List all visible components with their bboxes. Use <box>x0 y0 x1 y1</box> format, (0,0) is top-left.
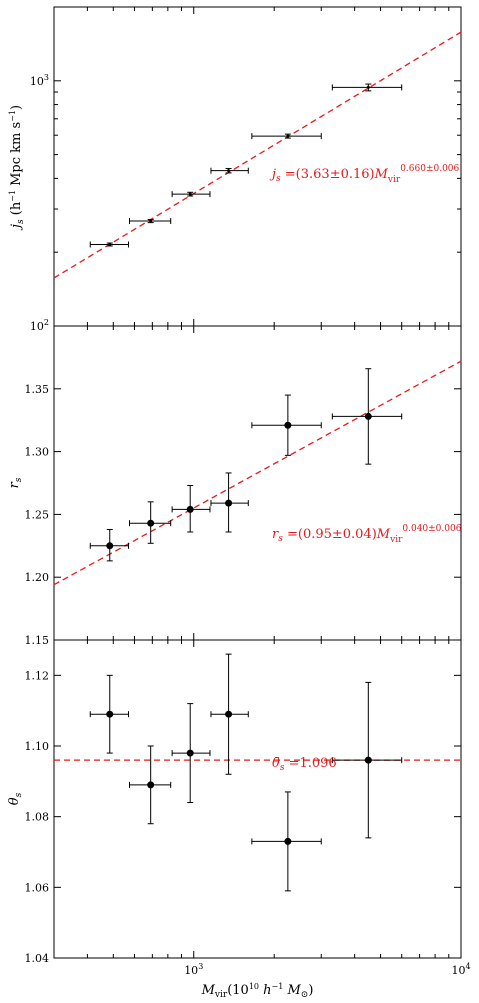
marker <box>147 519 155 527</box>
marker <box>147 781 155 789</box>
data-point <box>251 133 322 140</box>
y-tick-label: 1.12 <box>25 669 50 682</box>
data-point <box>129 218 172 225</box>
marker <box>186 749 194 757</box>
marker <box>225 499 233 507</box>
y-axis-label: rs <box>7 477 24 488</box>
marker <box>286 134 290 138</box>
data-point <box>331 368 403 465</box>
y-tick-label: 1.20 <box>25 571 50 584</box>
y-tick-label: 102 <box>30 318 49 333</box>
data-point <box>129 745 172 825</box>
y-tick-label: 103 <box>30 73 49 88</box>
data-point <box>89 241 129 248</box>
fit-line <box>53 31 462 279</box>
data-point <box>171 703 211 804</box>
marker <box>186 505 194 513</box>
y-tick-label: 1.04 <box>25 952 50 965</box>
marker <box>284 837 292 845</box>
data-point <box>210 472 249 533</box>
marker <box>227 169 231 173</box>
y-axis-label: θs <box>7 792 24 805</box>
y-tick-label: 1.15 <box>25 634 50 647</box>
x-axis-label: Mvir(1010 h−1 M⊙) <box>201 982 314 1000</box>
data-point <box>331 681 403 839</box>
y-tick-label: 1.25 <box>25 508 50 521</box>
panel-bottom: 1.04 1.06 1.08 1.10 1.12 θs θ̄s =1.096 103 104 Mv… <box>7 639 471 1000</box>
marker <box>364 412 372 420</box>
marker <box>106 542 114 550</box>
panel-frame <box>53 639 462 959</box>
y-tick-label: 1.08 <box>25 811 50 824</box>
fit-annotation: rs =(0.95±0.04)Mvir0.040±0.006 <box>272 524 462 545</box>
y-tick-label: 1.06 <box>25 881 50 894</box>
data-point <box>251 394 322 456</box>
marker <box>225 710 233 718</box>
data-point <box>210 167 249 174</box>
data-point <box>89 528 129 562</box>
panel-frame <box>53 325 462 641</box>
y-tick-label: 1.10 <box>25 740 50 753</box>
data-point <box>129 501 172 544</box>
marker <box>106 710 114 718</box>
marker <box>364 756 372 764</box>
x-tick-label: 104 <box>451 962 470 977</box>
y-axis-label: js (h−1 Mpc km s−1) <box>8 105 26 231</box>
marker <box>188 192 192 196</box>
data-point <box>331 83 403 92</box>
mean-annotation: θ̄s =1.096 <box>272 756 337 773</box>
panel-top: 102 103 js (h−1 Mpc km s−1) js =(3.63±0.16)… <box>8 6 462 333</box>
x-tick-label: 103 <box>184 962 203 977</box>
y-tick-label: 1.35 <box>25 383 50 396</box>
y-tick-label: 1.30 <box>25 446 50 459</box>
marker <box>108 242 112 246</box>
marker <box>366 85 370 89</box>
marker <box>149 219 153 223</box>
data-point <box>171 485 211 533</box>
data-point <box>89 674 129 754</box>
marker <box>284 421 292 429</box>
fit-annotation: js =(3.63±0.16)Mvir0.660±0.006 <box>269 164 460 185</box>
data-point <box>251 791 322 892</box>
panel-middle: 1.15 1.20 1.25 1.30 1.35 rs rs =(0.95±0.04)Mvi… <box>7 325 462 647</box>
data-point <box>171 191 211 198</box>
fit-line <box>53 360 462 586</box>
data-point <box>210 653 249 775</box>
